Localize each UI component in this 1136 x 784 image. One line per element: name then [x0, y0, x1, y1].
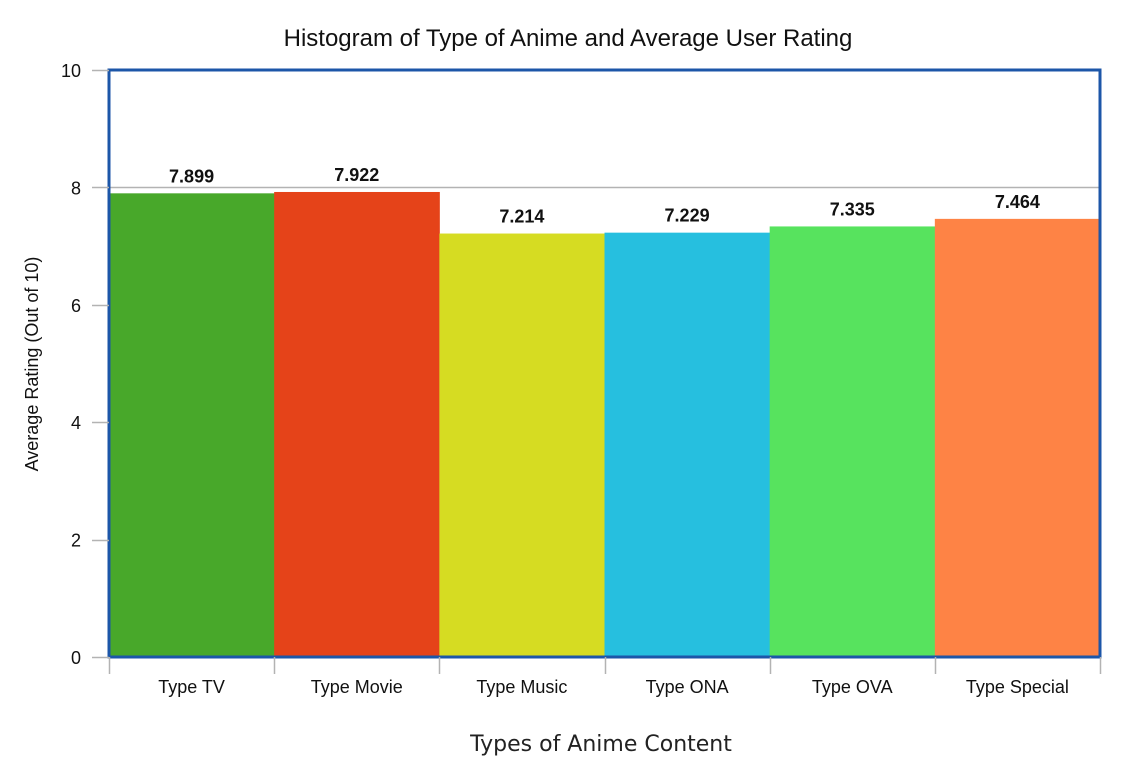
y-tick-label-6: 6: [71, 296, 81, 316]
bar-1: [274, 191, 440, 657]
x-tick-label-1: Type Movie: [311, 677, 403, 697]
bars: [109, 191, 1101, 658]
plot-frame-group: [107, 68, 1102, 659]
data-label-5: 7.464: [995, 192, 1040, 212]
data-label-0: 7.899: [169, 166, 214, 186]
data-labels: 7.899 7.922 7.214 7.229 7.335 7.464: [169, 165, 1040, 227]
y-tick-labels: 0 2 4 6 8 10: [61, 61, 81, 668]
data-label-4: 7.335: [830, 199, 875, 219]
y-tick-label-2: 2: [71, 531, 81, 551]
bar-0: [109, 193, 275, 657]
y-axis-title: Average Rating (Out of 10): [22, 257, 42, 472]
x-tick-label-2: Type Music: [476, 677, 567, 697]
y-tick-label-0: 0: [71, 648, 81, 668]
x-tick-labels: Type TV Type Movie Type Music Type ONA Type …: [158, 677, 1069, 697]
x-tick-label-5: Type Special: [966, 677, 1069, 697]
data-label-2: 7.214: [499, 207, 544, 227]
chart-title: Histogram of Type of Anime and Average U…: [284, 25, 853, 52]
plot-frame: [107, 68, 1102, 659]
x-tick-label-3: Type ONA: [646, 677, 729, 697]
x-axis-title: Types of Anime Content: [469, 732, 732, 757]
y-tick-label-4: 4: [71, 413, 81, 433]
bar-2: [439, 233, 605, 657]
axis-ticks: [92, 69, 1102, 674]
y-tick-label-8: 8: [71, 178, 81, 198]
data-label-1: 7.922: [334, 165, 379, 185]
bar-4: [769, 226, 936, 658]
y-tick-label-10: 10: [61, 61, 81, 81]
data-label-3: 7.229: [665, 206, 710, 226]
x-tick-label-0: Type TV: [158, 677, 225, 697]
x-tick-label-4: Type OVA: [812, 677, 893, 697]
bar-5: [934, 218, 1101, 657]
bar-3: [604, 232, 771, 657]
